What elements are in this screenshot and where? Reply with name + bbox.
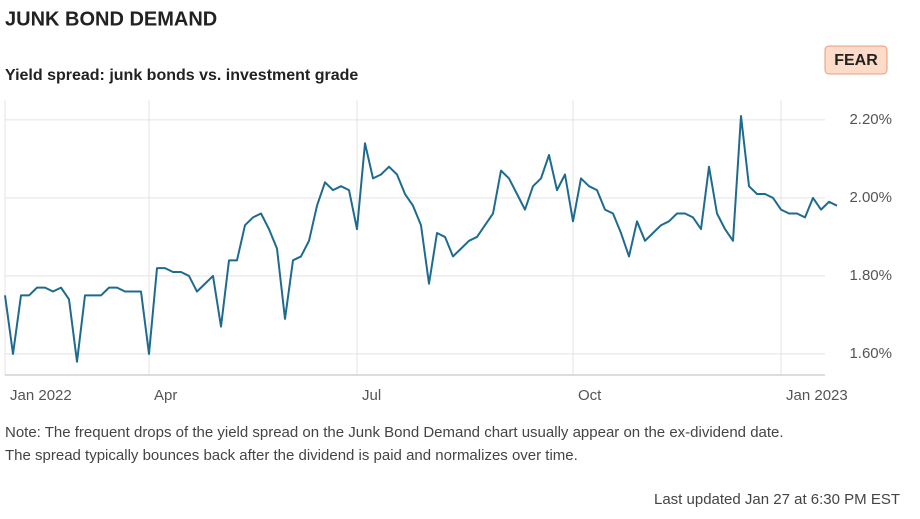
y-tick-label: 2.20% [849, 111, 892, 128]
line-series [4, 114, 838, 363]
chart-title: JUNK BOND DEMAND [5, 8, 217, 30]
badge-box [824, 45, 888, 75]
x-tick-label: Jan 2022 [10, 387, 72, 404]
x-tick-label: Oct [578, 387, 602, 404]
chart-subtitle: Yield spread: junk bonds vs. investment … [5, 67, 358, 84]
note: The spread typically bounces back after … [5, 447, 578, 464]
y-tick-label: 2.00% [849, 189, 892, 206]
note: Note: The frequent drops of the yield sp… [5, 424, 784, 441]
footer: Last updated Jan 27 at 6:30 PM EST [654, 491, 900, 508]
x-tick-label: Apr [154, 387, 177, 404]
y-tick-label: 1.80% [849, 267, 892, 284]
badge: FEAR [834, 52, 878, 69]
y-tick-label: 1.60% [849, 345, 892, 362]
x-tick-label: Jul [362, 387, 381, 404]
x-tick-label: Jan 2023 [786, 387, 848, 404]
